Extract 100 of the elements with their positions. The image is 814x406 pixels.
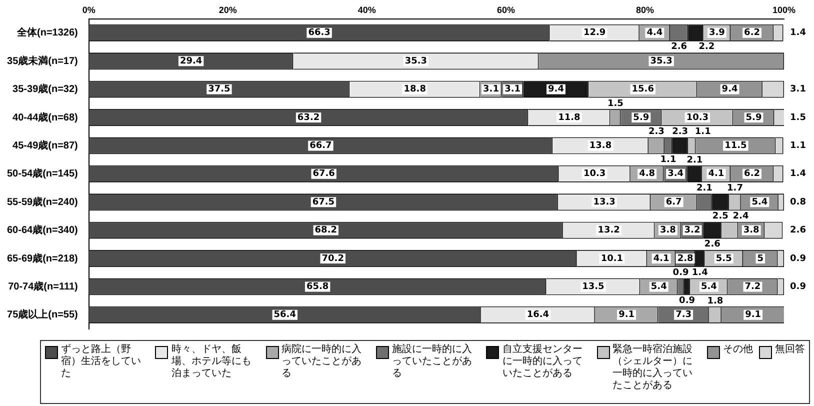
data-label: 7.3 [676,310,692,320]
y-tick-label: 50-54歳(n=145) [6,168,78,180]
data-label: 2.6 [790,226,806,236]
legend-label: 緊急一時宿泊施設（シェルター）に一時的に入っていたことがある [612,344,694,392]
data-label: 67.5 [312,197,335,208]
data-label: 6.2 [744,169,760,180]
data-label: 2.8 [677,254,694,264]
data-label: 0.8 [790,197,806,208]
data-label: 5.4 [700,282,717,292]
data-label: 9.4 [548,84,564,95]
data-label: 12.9 [583,28,606,38]
data-label: 1.4 [692,268,708,278]
data-label: 35.3 [404,56,428,66]
y-tick-label: 35-39歳(n=32) [12,83,78,96]
x-tick-label: 40% [358,4,376,15]
data-label: 68.2 [314,226,338,236]
data-label: 5.9 [746,112,762,123]
data-label: 1.4 [790,28,806,38]
legend-label: 時々、ドヤ、飯場、ホテル等にも泊まっていた [171,344,252,380]
y-tick-label: 70-74歳(n=111) [8,280,78,292]
y-tick-label: 65-69歳(n=218) [6,252,78,264]
data-label: 3.8 [743,226,760,236]
data-label: 1.4 [790,169,806,180]
data-label: 3.8 [660,226,676,236]
data-label: 37.5 [208,84,230,95]
y-tick-label: 55-59歳(n=240) [6,196,78,208]
data-label: 66.7 [310,141,332,152]
data-label: 63.2 [297,112,320,123]
data-label: 2.1 [686,155,703,166]
data-label: 5.5 [716,254,732,264]
data-label: 3.2 [684,226,700,236]
data-label: 13.3 [593,197,616,208]
data-label: 9.4 [722,84,738,95]
data-label: 3.1 [504,84,521,95]
data-label: 10.3 [686,112,709,123]
data-label: 65.8 [306,282,329,292]
data-label: 4.1 [708,169,724,180]
data-label: 1.1 [790,141,806,152]
data-label: 1.5 [790,112,806,123]
data-label: 11.8 [558,112,580,123]
data-label: 2.2 [698,42,715,52]
data-label: 1.8 [707,296,724,306]
data-label: 2.5 [712,211,728,222]
data-label: 67.6 [312,169,335,180]
data-label: 66.3 [308,28,330,38]
data-label: 15.6 [632,84,654,95]
data-label: 2.3 [672,127,688,138]
data-label: 18.8 [404,84,426,95]
data-label: 3.4 [668,169,684,180]
y-tick-label: 75歳以上(n=55) [7,308,78,321]
data-label: 13.5 [582,282,604,292]
x-tick-label: 100% [772,4,796,15]
data-label: 0.9 [672,268,689,278]
legend-label: ずっと路上（野宿）生活をしていた [61,344,142,380]
data-label: 4.4 [646,28,663,38]
y-tick-label: 60-64歳(n=340) [6,224,78,236]
data-label: 1.1 [660,155,676,166]
data-label: 6.7 [666,197,682,208]
data-label: 16.4 [526,310,550,320]
legend-label: その他 [722,344,753,356]
data-label: 1.5 [607,98,624,109]
data-label: 13.8 [589,141,612,152]
data-label: 4.8 [639,169,656,180]
data-label: 13.2 [598,226,620,236]
y-tick-label: 45-49歳(n=87) [12,139,78,152]
data-label: 0.9 [679,296,696,306]
x-tick-label: 80% [636,4,654,15]
data-label: 3.1 [483,84,499,95]
data-label: 10.3 [583,169,606,180]
legend-label: 自立支援センターに一時的に入っていたことがある [502,344,584,380]
data-label: 5.4 [752,197,768,208]
data-label: 2.4 [732,212,749,222]
data-label: 10.1 [600,254,624,264]
data-label: 70.2 [322,254,344,264]
data-label: 5.9 [633,112,650,123]
data-label: 4.1 [653,254,670,264]
data-label: 7.2 [744,282,761,292]
data-label: 5.4 [650,282,667,292]
legend-label: 無回答 [774,344,805,356]
data-label: 9.1 [618,310,635,320]
data-label: 3.9 [708,28,725,38]
legend-label: 施設に一時的に入っていたことがある [392,344,473,380]
y-tick-label: 35歳未満(n=17) [7,54,78,67]
data-label: 2.1 [696,183,712,194]
x-tick-label: 0% [82,4,96,15]
data-label: 35.3 [650,56,672,66]
data-label: 1.7 [727,183,743,194]
data-label: 2.6 [671,42,688,52]
data-label: 0.9 [790,282,806,292]
data-label: 2.3 [648,127,664,138]
x-tick-label: 20% [218,4,237,15]
data-label: 56.4 [274,310,296,320]
y-tick-label: 全体(n=1326) [16,26,78,39]
data-label: 5 [757,254,764,264]
legend-label: 病院に一時的に入っていたことがある [282,344,363,380]
data-label: 11.5 [724,141,747,152]
data-label: 3.1 [790,84,806,95]
data-label: 1.1 [694,127,711,138]
x-tick-label: 60% [496,4,515,15]
data-label: 2.6 [704,240,720,250]
